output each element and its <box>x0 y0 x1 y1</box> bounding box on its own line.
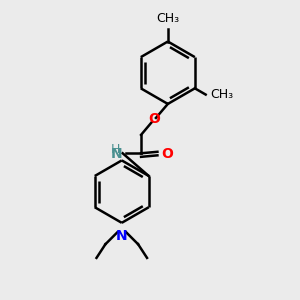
Text: O: O <box>148 112 160 126</box>
Text: N: N <box>111 147 123 161</box>
Text: CH₃: CH₃ <box>210 88 233 101</box>
Text: N: N <box>116 230 128 243</box>
Text: CH₃: CH₃ <box>156 12 179 25</box>
Text: H: H <box>111 143 120 156</box>
Text: O: O <box>161 147 173 160</box>
